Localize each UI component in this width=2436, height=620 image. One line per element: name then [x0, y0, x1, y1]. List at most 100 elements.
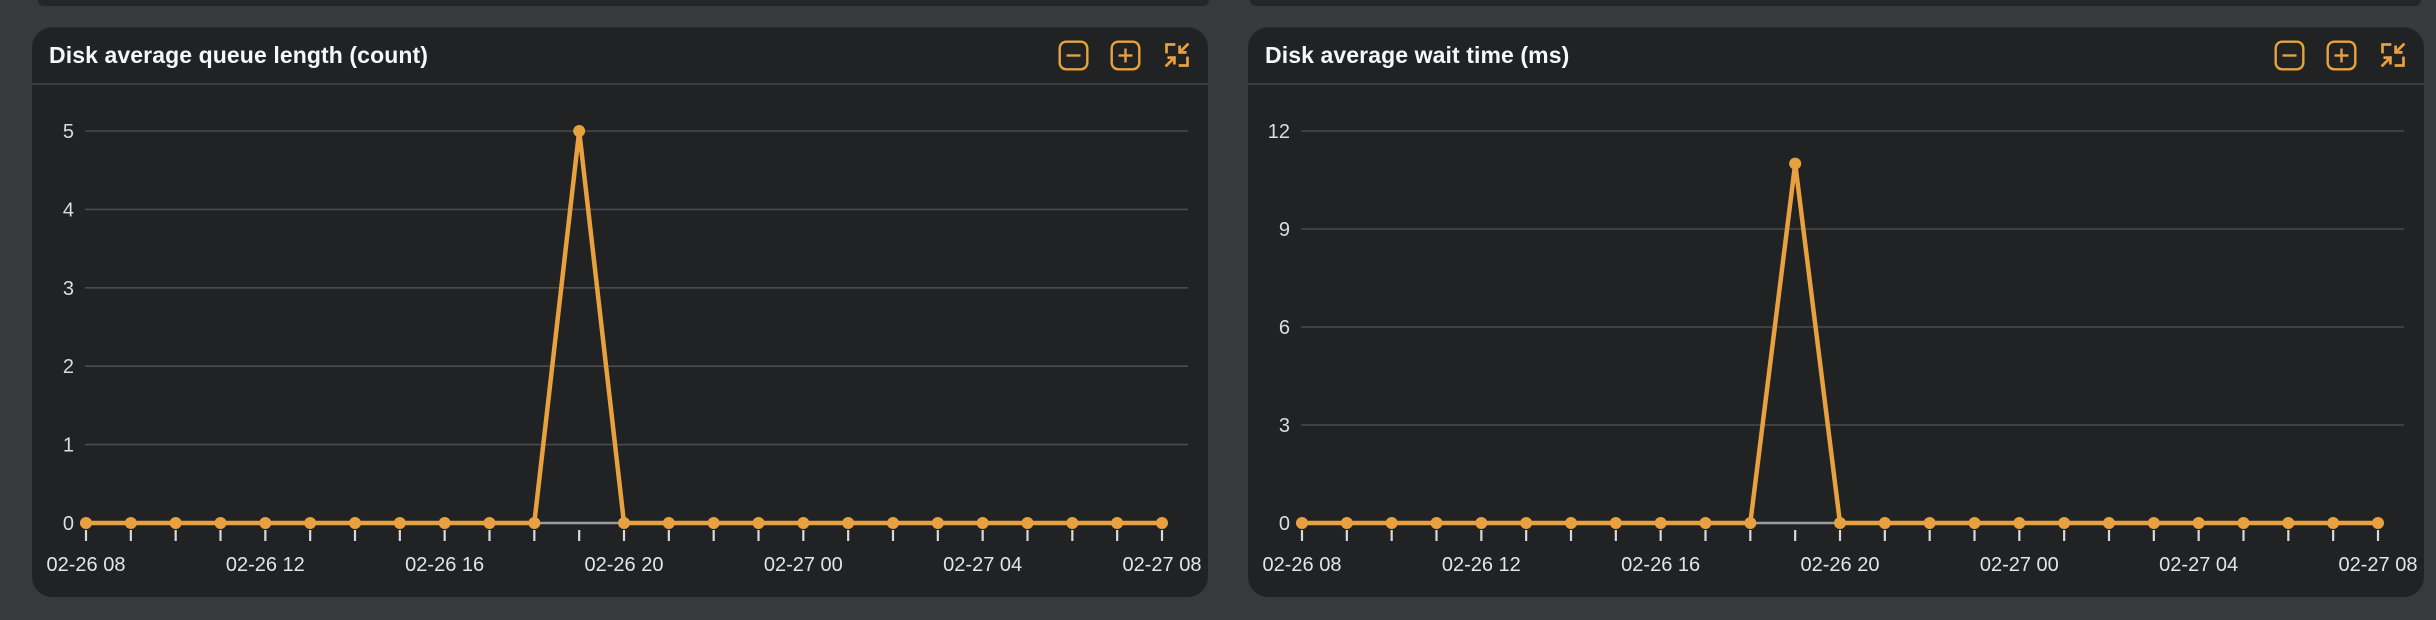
- data-point: [1744, 517, 1757, 529]
- chart-toolbar: [2274, 40, 2408, 71]
- adjacent-panel-edge-left: [38, 0, 1209, 6]
- x-tick-label: 02-27 08: [2339, 554, 2418, 576]
- panel-disk-queue-length: Disk average queue length (count): [32, 27, 1208, 597]
- data-point: [1609, 517, 1622, 529]
- data-point: [1021, 517, 1034, 529]
- y-tick-label: 5: [63, 121, 74, 143]
- chart-title: Disk average wait time (ms): [1265, 41, 1570, 68]
- data-point: [1066, 517, 1079, 529]
- data-point: [2237, 517, 2250, 529]
- y-tick-label: 12: [1268, 121, 1290, 143]
- data-point: [707, 517, 720, 529]
- x-tick-label: 02-26 20: [585, 554, 664, 576]
- minus-box-icon: [1058, 40, 1089, 71]
- panel-disk-wait-time: Disk average wait time (ms): [1248, 27, 2424, 597]
- collapse-chart-button[interactable]: [1162, 40, 1192, 70]
- zoom-out-button[interactable]: [2274, 40, 2305, 71]
- line-chart[interactable]: 0 1 2 3 4 5 02-26 08 02-26 12 02-26 16 02-26 20 02…: [32, 85, 1208, 597]
- x-tick-label: 02-26 08: [47, 554, 126, 576]
- y-tick-label: 3: [1279, 415, 1290, 437]
- data-point: [887, 517, 899, 529]
- y-tick-label: 4: [63, 199, 74, 221]
- data-point: [1111, 517, 1124, 529]
- data-point: [80, 517, 92, 529]
- zoom-out-button[interactable]: [1058, 40, 1089, 71]
- x-tick-label: 02-27 08: [1123, 554, 1202, 576]
- line-chart[interactable]: 0 3 6 9 12 02-26 08 02-26 12 02-26 16 02-26 20 02…: [1248, 85, 2424, 597]
- data-point: [1430, 517, 1443, 529]
- x-tick-label: 02-26 20: [1801, 554, 1880, 576]
- data-point: [124, 517, 137, 529]
- panel-header: Disk average queue length (count): [32, 27, 1208, 85]
- data-point: [2013, 517, 2026, 529]
- data-point: [1923, 517, 1936, 529]
- data-point: [842, 517, 855, 529]
- data-point: [2058, 517, 2071, 529]
- data-point: [2282, 517, 2295, 529]
- data-point: [214, 517, 227, 529]
- y-tick-label: 2: [63, 356, 74, 378]
- collapse-arrows-icon: [1164, 42, 1190, 68]
- x-tick-label: 02-27 04: [2159, 554, 2238, 576]
- data-point: [259, 517, 272, 529]
- data-point: [1654, 517, 1667, 529]
- data-point: [976, 517, 989, 529]
- data-point: [1834, 517, 1846, 529]
- adjacent-panel-edge-right: [1250, 0, 2421, 6]
- x-tick-label: 02-26 16: [1621, 554, 1700, 576]
- data-point: [1699, 517, 1712, 529]
- data-point: [797, 517, 810, 529]
- x-tick-label: 02-27 00: [1980, 554, 2059, 576]
- y-tick-label: 0: [1279, 513, 1290, 535]
- data-point: [304, 517, 317, 529]
- data-point: [1565, 517, 1577, 529]
- y-tick-label: 0: [63, 513, 74, 535]
- x-tick-label: 02-26 12: [1442, 554, 1521, 576]
- data-point: [931, 517, 944, 529]
- chart-toolbar: [1058, 40, 1192, 71]
- collapse-chart-button[interactable]: [2378, 40, 2408, 70]
- data-point: [483, 517, 496, 529]
- data-point: [2103, 517, 2115, 529]
- data-point: [169, 517, 182, 529]
- zoom-in-button[interactable]: [2326, 40, 2357, 71]
- data-point: [2327, 517, 2340, 529]
- plus-box-icon: [2326, 40, 2357, 71]
- y-tick-label: 9: [1279, 219, 1290, 241]
- y-tick-label: 6: [1279, 317, 1290, 339]
- data-point: [2372, 517, 2384, 529]
- y-tick-label: 1: [63, 435, 74, 457]
- minus-box-icon: [2274, 40, 2305, 71]
- x-tick-label: 02-26 16: [405, 554, 484, 576]
- data-point: [1385, 517, 1398, 529]
- data-point: [752, 517, 765, 529]
- data-point: [1789, 157, 1802, 170]
- x-tick-label: 02-26 12: [226, 554, 305, 576]
- data-point: [2147, 517, 2160, 529]
- data-point: [1340, 517, 1353, 529]
- data-point: [573, 125, 586, 137]
- data-point: [528, 517, 541, 529]
- chart-title: Disk average queue length (count): [49, 41, 429, 68]
- x-tick-label: 02-27 04: [943, 554, 1022, 576]
- collapse-arrows-icon: [2380, 42, 2406, 68]
- data-point: [1520, 517, 1533, 529]
- data-point: [1296, 517, 1308, 529]
- data-point: [618, 517, 630, 529]
- plus-box-icon: [1110, 40, 1141, 71]
- y-tick-label: 3: [63, 278, 74, 300]
- data-point: [349, 517, 361, 529]
- data-point: [1878, 517, 1891, 529]
- data-point: [1156, 517, 1168, 529]
- x-tick-label: 02-27 00: [764, 554, 843, 576]
- panel-header: Disk average wait time (ms): [1248, 27, 2424, 85]
- chart-area: 0 1 2 3 4 5 02-26 08 02-26 12 02-26 16 02-26 20 02…: [32, 85, 1208, 597]
- data-point: [662, 517, 675, 529]
- zoom-in-button[interactable]: [1110, 40, 1141, 71]
- data-point: [393, 517, 406, 529]
- series-line: [83, 128, 1165, 526]
- chart-area: 0 3 6 9 12 02-26 08 02-26 12 02-26 16 02-26 20 02…: [1248, 85, 2424, 597]
- data-point: [438, 517, 451, 529]
- series-line: [1299, 161, 2381, 526]
